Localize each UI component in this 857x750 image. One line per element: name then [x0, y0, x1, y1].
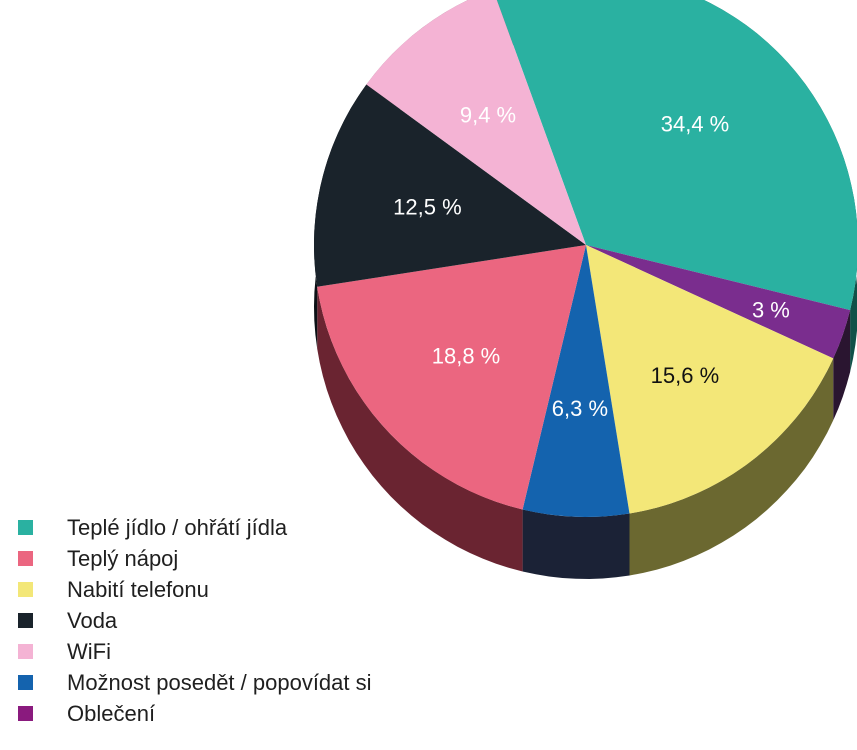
- pie-slice-wifi: [366, 0, 586, 245]
- legend-item-voda: Voda: [18, 605, 372, 636]
- legend-item-moznost-posedet: Možnost posedět / popovídat si: [18, 667, 372, 698]
- pie-side-nabiti-telefonu: [629, 358, 834, 576]
- pie-side-teply-napoj: [317, 286, 523, 572]
- pie-label-voda: 12,5 %: [393, 195, 462, 220]
- pie-slice-teple-jidlo-ohrati-jidla: [496, 0, 857, 311]
- legend-item-obleceni: Oblečení: [18, 698, 372, 729]
- legend-label: Voda: [67, 607, 118, 633]
- pie-slice-obleceni: [586, 245, 851, 359]
- pie-label-nabiti-telefonu: 15,6 %: [651, 363, 720, 388]
- legend-item-teply-napoj: Teplý nápoj: [18, 543, 372, 574]
- legend-swatch: [18, 644, 33, 659]
- pie-side-moznost-posedet-popovidat-si: [522, 509, 630, 579]
- legend-swatch: [18, 675, 33, 690]
- legend-swatch: [18, 582, 33, 597]
- pie-slice-moznost-posedet-popovidat-si: [522, 245, 630, 517]
- legend-label: Teplé jídlo / ohřátí jídla: [67, 514, 288, 540]
- legend-swatch: [18, 706, 33, 721]
- pie-label-moznost-posedet-popovidat-si: 6,3 %: [552, 396, 608, 421]
- pie-slices: [314, 0, 857, 517]
- pie-side-obleceni: [833, 310, 851, 421]
- legend-label: Možnost posedět / popovídat si: [67, 669, 372, 695]
- pie-slice-teply-napoj: [317, 245, 586, 510]
- legend-swatch: [18, 520, 33, 535]
- pie-slice-labels: 34,4 % 3 % 15,6 % 6,3 % 18,8 % 12,5 % 9,4 %: [393, 103, 790, 422]
- legend-label: Oblečení: [67, 700, 156, 726]
- legend-item-nabiti-telefonu: Nabití telefonu: [18, 574, 372, 605]
- legend-swatch: [18, 613, 33, 628]
- legend-swatch: [18, 551, 33, 566]
- pie-slice-voda: [314, 84, 586, 287]
- legend: Teplé jídlo / ohřátí jídla Teplý nápoj N…: [18, 512, 372, 729]
- pie-label-obleceni: 3 %: [752, 298, 790, 323]
- legend-item-teple-jidlo: Teplé jídlo / ohřátí jídla: [18, 512, 372, 543]
- legend-label: WiFi: [67, 638, 111, 664]
- pie-label-wifi: 9,4 %: [460, 103, 516, 128]
- legend-label: Nabití telefonu: [67, 576, 209, 602]
- pie-label-teply-napoj: 18,8 %: [432, 344, 501, 369]
- pie-slice-nabiti-telefonu: [586, 245, 834, 514]
- pie-label-teple-jidlo-ohrati-jidla: 34,4 %: [661, 112, 730, 137]
- legend-label: Teplý nápoj: [67, 545, 179, 571]
- legend-item-wifi: WiFi: [18, 636, 372, 667]
